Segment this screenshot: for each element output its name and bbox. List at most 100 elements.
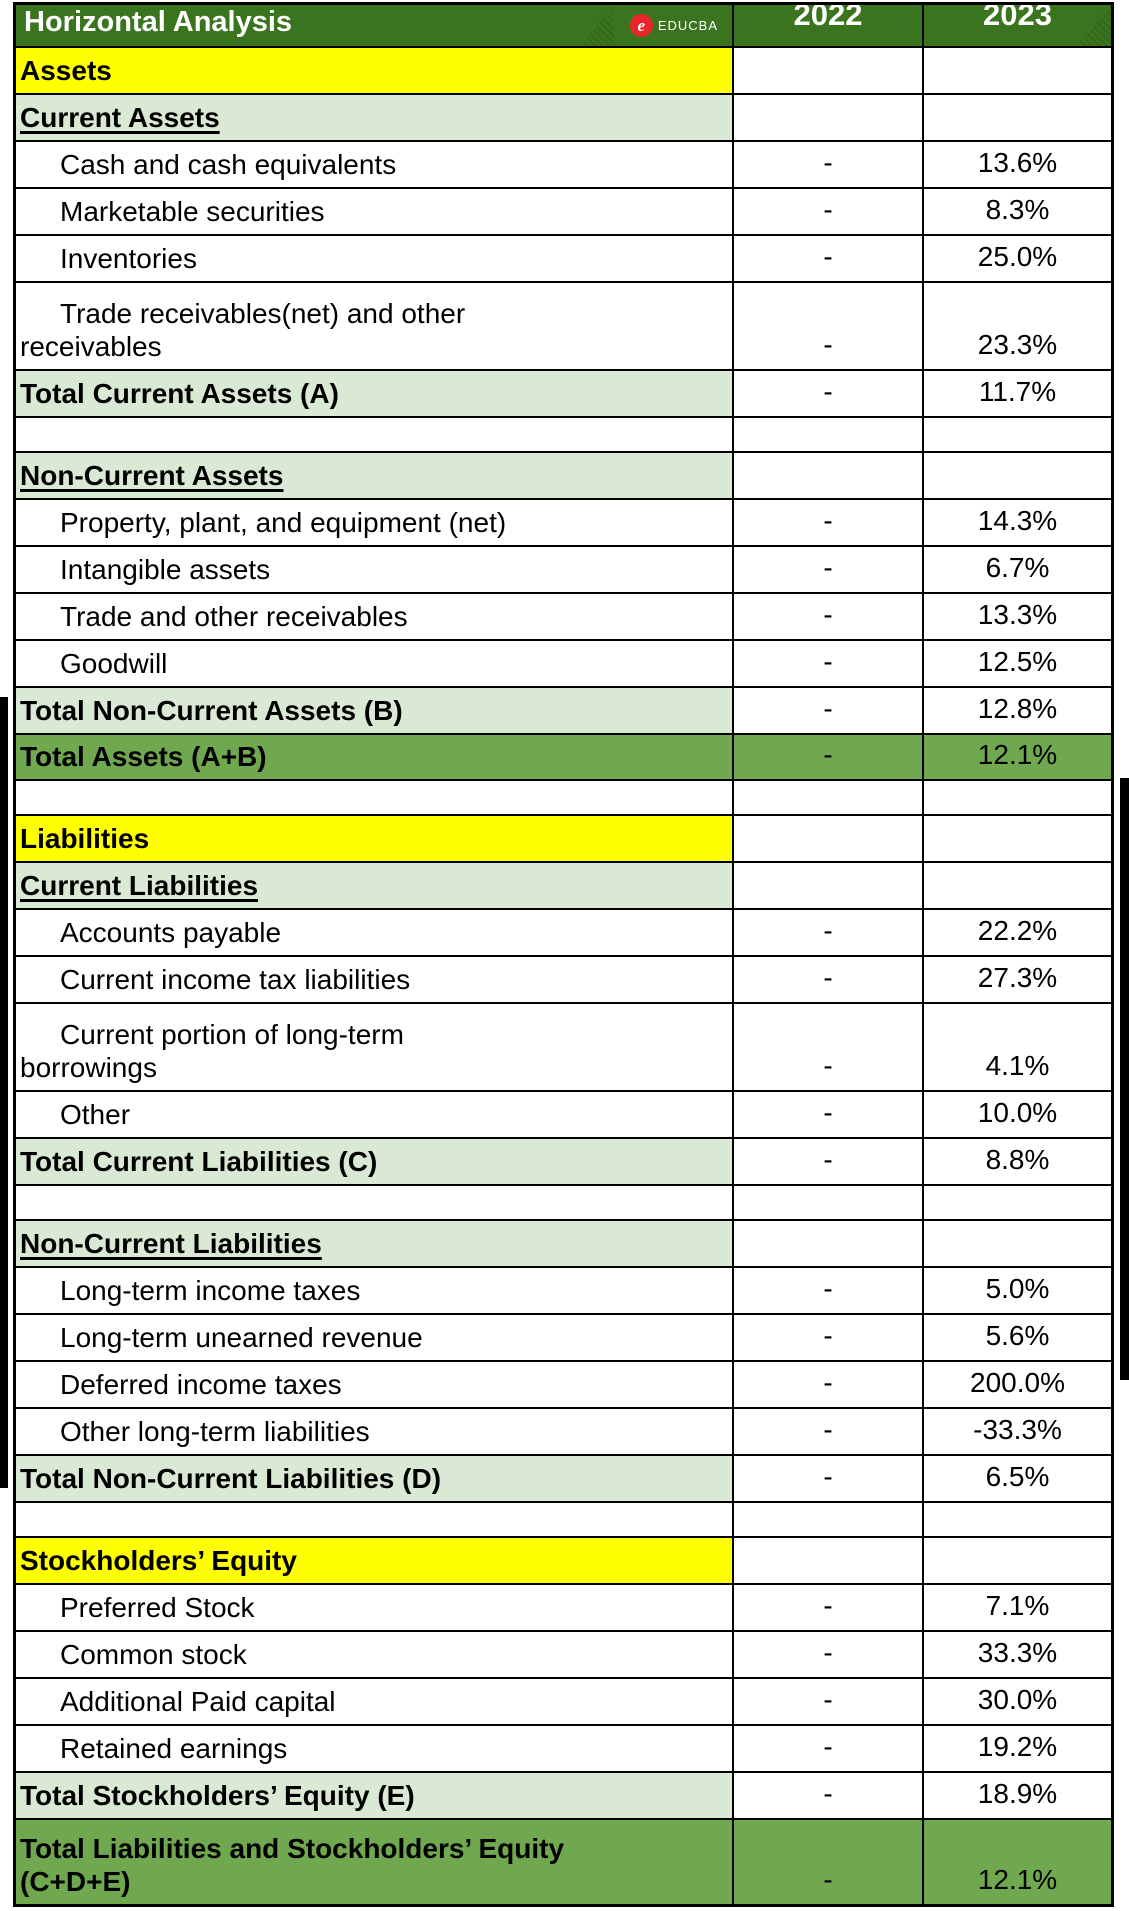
row-label-cell: Liabilities [16, 816, 734, 861]
spacer-row [16, 1186, 1111, 1221]
value-2022-cell: - [734, 142, 924, 187]
value-2022-cell [734, 1538, 924, 1583]
value-2023-cell: 8.3% [924, 189, 1111, 234]
row-label: Goodwill [60, 647, 168, 679]
value-2022-cell: - [734, 371, 924, 416]
row-label: Total Liabilities and Stockholders’ Equi… [20, 1832, 565, 1897]
row-label-cell: Total Assets (A+B) [16, 735, 734, 779]
value-2023-cell: 33.3% [924, 1632, 1111, 1677]
row-label-cell: Total Stockholders’ Equity (E) [16, 1773, 734, 1818]
item-row: Other - 10.0% [16, 1092, 1111, 1139]
spacer-row [16, 1503, 1111, 1538]
value-2022-cell: - [734, 1456, 924, 1501]
row-label: Trade and other receivables [60, 600, 408, 632]
value-2022-cell: - [734, 236, 924, 281]
value-2023: 8.8% [985, 1144, 1050, 1175]
value-2023-cell: 12.1% [924, 1820, 1111, 1904]
horizontal-analysis-table: Horizontal Analysis e EDUCBA 2022 2023 A… [13, 2, 1114, 1907]
total-row: Total Current Liabilities (C) - 8.8% [16, 1139, 1111, 1186]
value-2022: - [823, 241, 833, 272]
item-row: Cash and cash equivalents - 13.6% [16, 142, 1111, 189]
value-2022-cell: - [734, 547, 924, 592]
item-row: Goodwill - 12.5% [16, 641, 1111, 688]
row-label-cell: Current Assets [16, 95, 734, 140]
value-2022-cell: - [734, 1004, 924, 1090]
value-2022: - [823, 1144, 833, 1175]
value-2023: 4.1% [985, 1050, 1050, 1081]
value-2022-cell [734, 863, 924, 908]
item-row: Retained earnings - 19.2% [16, 1726, 1111, 1773]
value-2023-cell [924, 816, 1111, 861]
value-2022-cell [734, 453, 924, 498]
value-2023: 14.3% [977, 505, 1058, 536]
item-row: Deferred income taxes - 200.0% [16, 1362, 1111, 1409]
total-row: Total Non-Current Liabilities (D) - 6.5% [16, 1456, 1111, 1503]
value-2023: 30.0% [977, 1684, 1058, 1715]
value-2022-cell: - [734, 594, 924, 639]
row-label: Intangible assets [60, 553, 271, 585]
value-2022: - [823, 1637, 833, 1668]
value-2022-cell: - [734, 1362, 924, 1407]
value-2023-cell: 18.9% [924, 1773, 1111, 1818]
table-body: Assets Current Assets Cash and cash equiva… [16, 48, 1111, 1904]
value-2022: - [823, 1731, 833, 1762]
row-label: Non-Current Assets [20, 459, 284, 491]
row-label: Common stock [60, 1638, 247, 1670]
left-black-bar [0, 697, 8, 1488]
value-2023-cell [924, 1186, 1111, 1219]
item-row: Current portion of long-term borrowings -… [16, 1004, 1111, 1092]
value-2022-cell: - [734, 189, 924, 234]
value-2022: - [823, 1097, 833, 1128]
item-row: Intangible assets - 6.7% [16, 547, 1111, 594]
value-2022: - [823, 329, 833, 360]
row-label: Current income tax liabilities [60, 963, 411, 995]
row-label-cell: Cash and cash equivalents [16, 142, 734, 187]
value-2022: - [823, 1320, 833, 1351]
row-label-cell: Preferred Stock [16, 1585, 734, 1630]
row-label-cell: Trade and other receivables [16, 594, 734, 639]
value-2023: 13.6% [977, 147, 1058, 178]
value-2023-cell [924, 48, 1111, 93]
value-2022-cell: - [734, 910, 924, 955]
value-2023: 12.8% [977, 693, 1058, 724]
item-row: Preferred Stock - 7.1% [16, 1585, 1111, 1632]
grand-total-row: Total Liabilities and Stockholders’ Equi… [16, 1820, 1111, 1904]
spacer-row [16, 418, 1111, 453]
subsection-row: Non-Current Liabilities [16, 1221, 1111, 1268]
row-label-cell: Property, plant, and equipment (net) [16, 500, 734, 545]
row-label: Assets [20, 54, 112, 86]
row-label-cell: Non-Current Assets [16, 453, 734, 498]
value-2022: - [823, 962, 833, 993]
value-2022-cell [734, 781, 924, 814]
value-2022: - [823, 1050, 833, 1081]
row-label-cell: Marketable securities [16, 189, 734, 234]
value-2023-cell: 200.0% [924, 1362, 1111, 1407]
value-2023-cell: 12.5% [924, 641, 1111, 686]
row-label-cell: Assets [16, 48, 734, 93]
value-2023-cell: 25.0% [924, 236, 1111, 281]
value-2023-cell: 19.2% [924, 1726, 1111, 1771]
total-row: Total Current Assets (A) - 11.7% [16, 371, 1111, 418]
row-label-cell: Total Current Assets (A) [16, 371, 734, 416]
row-label-cell: Deferred income taxes [16, 1362, 734, 1407]
row-label-cell: Current income tax liabilities [16, 957, 734, 1002]
row-label: Total Stockholders’ Equity (E) [20, 1779, 415, 1811]
value-2022: - [823, 1590, 833, 1621]
value-2023: 12.1% [977, 1864, 1058, 1895]
value-2023-cell: 14.3% [924, 500, 1111, 545]
value-2022-cell: - [734, 283, 924, 369]
subsection-row: Current Assets [16, 95, 1111, 142]
value-2022-cell: - [734, 1409, 924, 1454]
value-2023-cell [924, 1503, 1111, 1536]
item-row: Additional Paid capital - 30.0% [16, 1679, 1111, 1726]
row-label: Other long-term liabilities [60, 1415, 370, 1447]
value-2023-cell [924, 781, 1111, 814]
section-row: Stockholders’ Equity [16, 1538, 1111, 1585]
year-2023-label: 2023 [983, 5, 1052, 32]
row-label-cell: Total Current Liabilities (C) [16, 1139, 734, 1184]
row-label: Total Non-Current Liabilities (D) [20, 1462, 442, 1494]
value-2023: 200.0% [970, 1367, 1065, 1398]
column-header-2023: 2023 [924, 5, 1111, 46]
row-label: Total Current Assets (A) [20, 377, 339, 409]
value-2023: 12.1% [977, 739, 1058, 770]
